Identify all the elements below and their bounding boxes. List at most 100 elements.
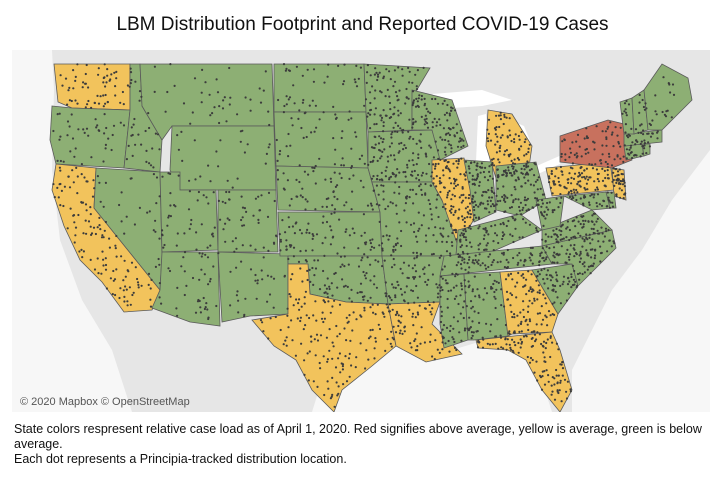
state-nd[interactable] bbox=[273, 63, 367, 113]
distribution-location-dot bbox=[521, 273, 525, 276]
distribution-location-dot bbox=[526, 355, 529, 359]
map-canvas[interactable] bbox=[12, 50, 710, 412]
distribution-location-dot bbox=[255, 297, 258, 300]
distribution-location-dot bbox=[546, 277, 549, 280]
distribution-location-dot bbox=[413, 276, 417, 279]
distribution-location-dot bbox=[332, 105, 335, 108]
distribution-location-dot bbox=[228, 198, 231, 201]
state-nm[interactable] bbox=[217, 251, 289, 323]
distribution-location-dot bbox=[418, 185, 421, 188]
distribution-location-dot bbox=[442, 186, 446, 189]
distribution-location-dot bbox=[440, 234, 443, 237]
distribution-location-dot bbox=[108, 246, 111, 249]
distribution-location-dot bbox=[504, 323, 507, 327]
distribution-location-dot bbox=[471, 290, 474, 293]
state-ia[interactable] bbox=[367, 129, 443, 183]
distribution-location-dot bbox=[456, 145, 460, 148]
distribution-location-dot bbox=[379, 114, 382, 117]
distribution-location-dot bbox=[497, 241, 500, 245]
distribution-location-dot bbox=[455, 348, 458, 352]
distribution-location-dot bbox=[298, 180, 301, 184]
distribution-location-dot bbox=[205, 196, 208, 199]
state-wa[interactable] bbox=[53, 63, 131, 111]
distribution-location-dot bbox=[503, 233, 506, 236]
distribution-location-dot bbox=[426, 122, 429, 125]
state-tx[interactable] bbox=[251, 263, 397, 412]
distribution-location-dot bbox=[496, 200, 499, 203]
distribution-location-dot bbox=[553, 256, 556, 259]
state-wy[interactable] bbox=[169, 125, 277, 191]
us-map[interactable]: © 2020 Mapbox © OpenStreetMap bbox=[12, 50, 710, 412]
distribution-location-dot bbox=[462, 193, 465, 196]
distribution-location-dot bbox=[471, 178, 474, 181]
distribution-location-dot bbox=[562, 275, 566, 278]
distribution-location-dot bbox=[200, 255, 203, 258]
distribution-location-dot bbox=[313, 259, 316, 262]
distribution-location-dot bbox=[509, 233, 512, 236]
distribution-location-dot bbox=[530, 290, 533, 293]
distribution-location-dot bbox=[306, 228, 309, 231]
distribution-location-dot bbox=[565, 261, 568, 264]
distribution-location-dot bbox=[177, 174, 180, 177]
distribution-location-dot bbox=[369, 329, 372, 332]
distribution-location-dot bbox=[378, 327, 382, 331]
distribution-location-dot bbox=[244, 297, 247, 300]
distribution-location-dot bbox=[503, 197, 506, 200]
distribution-location-dot bbox=[442, 169, 445, 172]
state-fl[interactable] bbox=[475, 331, 573, 412]
distribution-location-dot bbox=[605, 144, 608, 147]
distribution-location-dot bbox=[667, 82, 670, 85]
distribution-location-dot bbox=[573, 235, 576, 238]
distribution-location-dot bbox=[612, 167, 615, 170]
distribution-location-dot bbox=[95, 126, 98, 129]
distribution-location-dot bbox=[599, 245, 602, 248]
distribution-location-dot bbox=[303, 302, 306, 305]
state-co[interactable] bbox=[217, 189, 279, 253]
distribution-location-dot bbox=[535, 279, 538, 282]
distribution-location-dot bbox=[125, 215, 128, 218]
distribution-location-dot bbox=[306, 278, 309, 282]
distribution-location-dot bbox=[499, 111, 502, 114]
distribution-location-dot bbox=[555, 253, 558, 256]
distribution-location-dot bbox=[597, 172, 600, 175]
distribution-location-dot bbox=[589, 248, 593, 251]
distribution-location-dot bbox=[452, 338, 455, 341]
distribution-location-dot bbox=[489, 199, 492, 202]
distribution-location-dot bbox=[140, 284, 143, 287]
distribution-location-dot bbox=[378, 204, 381, 207]
map-attribution[interactable]: © 2020 Mapbox © OpenStreetMap bbox=[20, 396, 190, 408]
state-ri[interactable] bbox=[641, 143, 651, 157]
distribution-location-dot bbox=[544, 233, 547, 236]
distribution-location-dot bbox=[473, 208, 476, 212]
distribution-location-dot bbox=[362, 186, 365, 189]
distribution-location-dot bbox=[471, 174, 474, 177]
distribution-location-dot bbox=[115, 255, 118, 258]
distribution-location-dot bbox=[486, 128, 489, 131]
distribution-location-dot bbox=[411, 123, 415, 126]
state-ms[interactable] bbox=[439, 273, 469, 349]
distribution-location-dot bbox=[331, 305, 334, 308]
distribution-location-dot bbox=[467, 165, 470, 168]
distribution-location-dot bbox=[133, 117, 136, 121]
distribution-location-dot bbox=[359, 291, 362, 294]
distribution-location-dot bbox=[579, 180, 582, 183]
distribution-location-dot bbox=[222, 228, 225, 231]
distribution-location-dot bbox=[392, 113, 395, 116]
distribution-location-dot bbox=[477, 205, 480, 208]
distribution-location-dot bbox=[108, 237, 111, 240]
distribution-location-dot bbox=[625, 111, 628, 114]
distribution-location-dot bbox=[412, 276, 415, 279]
state-ar[interactable] bbox=[381, 255, 445, 305]
state-ne[interactable] bbox=[275, 165, 381, 213]
distribution-location-dot bbox=[352, 174, 355, 177]
distribution-location-dot bbox=[153, 65, 156, 68]
distribution-location-dot bbox=[585, 175, 588, 178]
distribution-location-dot bbox=[377, 323, 380, 326]
distribution-location-dot bbox=[408, 81, 411, 84]
distribution-location-dot bbox=[355, 135, 358, 138]
distribution-location-dot bbox=[490, 285, 493, 289]
state-sd[interactable] bbox=[273, 111, 369, 169]
distribution-location-dot bbox=[509, 304, 512, 307]
state-ks[interactable] bbox=[277, 211, 383, 257]
state-or[interactable] bbox=[49, 105, 131, 169]
